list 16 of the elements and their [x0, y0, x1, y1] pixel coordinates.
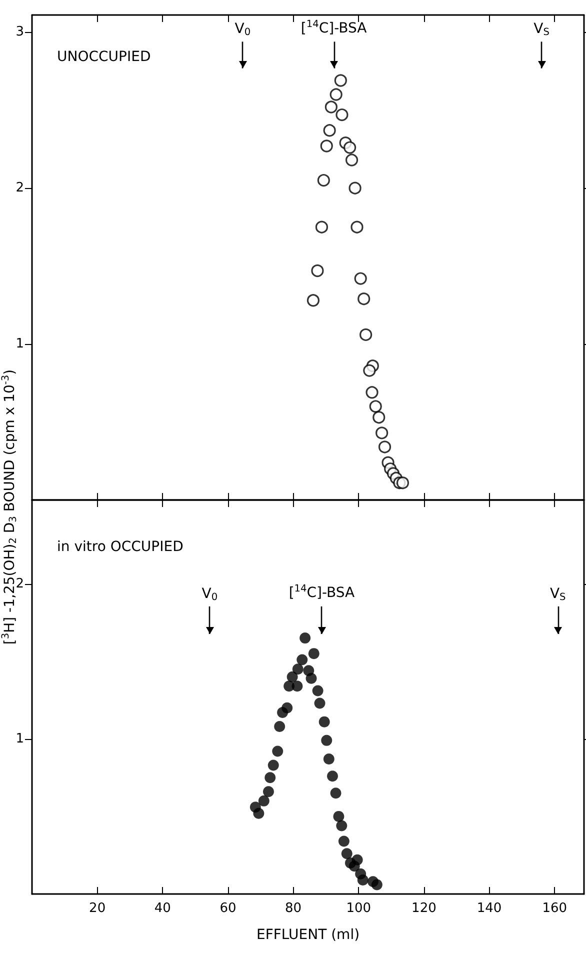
- x-tick-label: 40: [154, 901, 171, 916]
- y-tick-label: 1: [16, 336, 24, 352]
- x-tick-label: 20: [89, 901, 106, 916]
- x-tick-label: 160: [542, 901, 568, 916]
- y-tick-label: 3: [16, 24, 24, 40]
- x-tick-label: 100: [346, 901, 372, 916]
- text: UNOCCUPIED: [57, 49, 151, 65]
- x-tick-label: 120: [412, 901, 436, 916]
- y-tick-label: 2: [16, 576, 24, 592]
- x-tick-label: 80: [285, 901, 302, 916]
- x-tick-label: 60: [220, 901, 236, 916]
- x-axis-title: EFFLUENT (ml): [256, 927, 360, 943]
- text: in vitro OCCUPIED: [57, 539, 184, 555]
- y-tick-label: 1: [16, 731, 24, 746]
- x-tick-label: 140: [476, 901, 502, 916]
- y-tick-label: 2: [16, 180, 24, 196]
